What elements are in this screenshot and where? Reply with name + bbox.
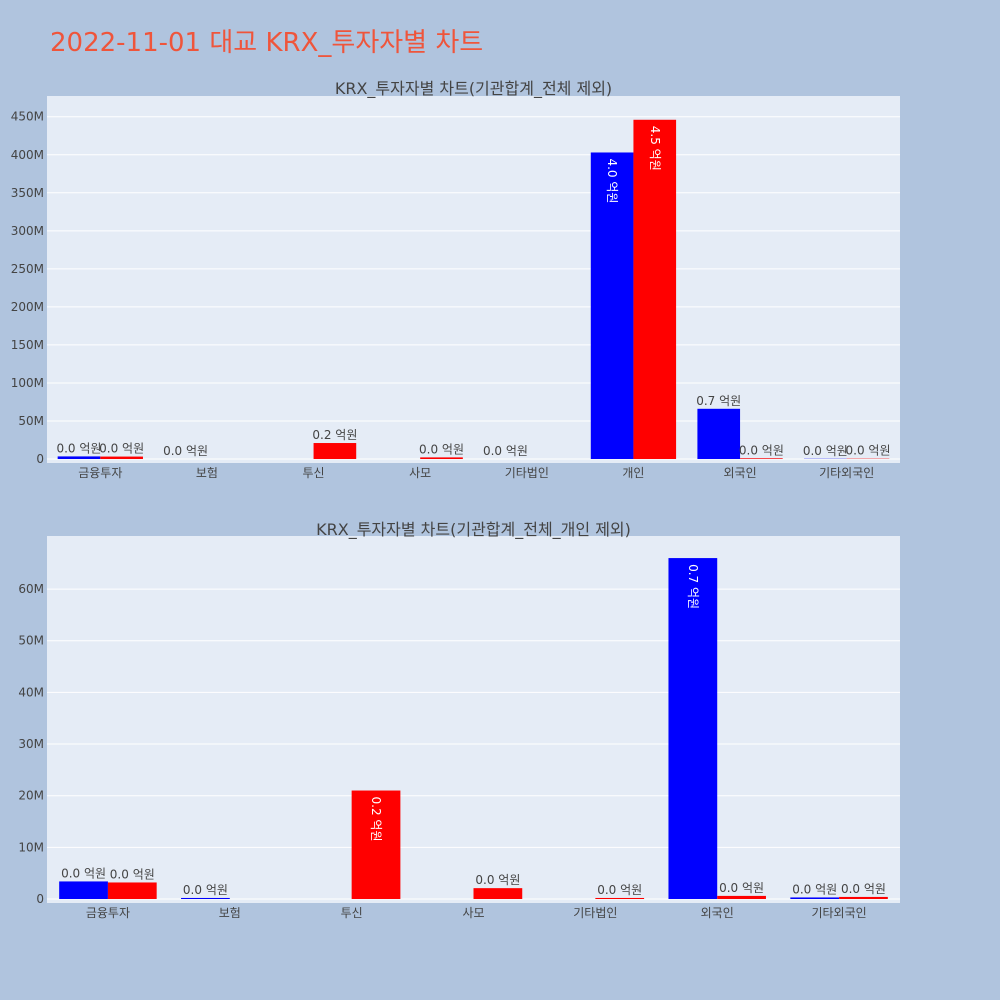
bar xyxy=(100,456,143,459)
chart-title-2: KRX_투자자별 차트(기관합계_전체_개인 제외) xyxy=(316,520,631,540)
y-tick-label: 0 xyxy=(36,892,44,906)
data-label: 0.0 억원 xyxy=(792,882,837,896)
y-tick-label: 50M xyxy=(18,634,44,648)
data-label: 0.0 억원 xyxy=(846,444,891,458)
bar xyxy=(839,896,888,899)
bar xyxy=(668,558,718,899)
y-tick-label: 50M xyxy=(18,414,44,428)
x-tick-label: 외국인 xyxy=(701,906,734,920)
y-tick-label: 100M xyxy=(11,376,44,390)
data-label: 0.2 억원 xyxy=(369,797,383,842)
y-tick-label: 450M xyxy=(11,110,44,124)
y-tick-label: 40M xyxy=(18,685,44,699)
data-label: 0.0 억원 xyxy=(110,867,155,881)
page-title: 2022-11-01 대교 KRX_투자자별 차트 xyxy=(50,28,484,58)
data-label: 0.0 억원 xyxy=(61,866,106,880)
bar xyxy=(633,119,677,459)
bar xyxy=(351,790,401,899)
y-tick-label: 250M xyxy=(11,262,44,276)
x-tick-label: 금융투자 xyxy=(78,466,122,480)
data-label: 0.0 억원 xyxy=(56,441,101,455)
x-tick-label: 기타외국인 xyxy=(811,906,866,920)
x-tick-label: 사모 xyxy=(409,466,431,480)
data-label: 4.0 억원 xyxy=(605,158,619,203)
y-tick-label: 300M xyxy=(11,224,44,238)
x-tick-label: 보험 xyxy=(219,906,241,920)
data-label: 0.0 억원 xyxy=(99,442,144,456)
bar xyxy=(181,897,230,899)
bar xyxy=(590,152,634,459)
plot-area-2 xyxy=(47,536,900,903)
bar xyxy=(697,408,741,459)
bar xyxy=(420,457,463,459)
bar xyxy=(740,458,783,459)
bar xyxy=(59,881,108,899)
y-tick-label: 30M xyxy=(18,737,44,751)
data-label: 0.0 억원 xyxy=(483,444,528,458)
data-label: 0.0 억원 xyxy=(163,444,208,458)
data-label: 0.0 억원 xyxy=(183,883,228,897)
plot-area-1 xyxy=(47,96,900,463)
x-tick-label: 기타법인 xyxy=(505,466,549,480)
x-tick-label: 개인 xyxy=(622,466,644,480)
data-label: 0.7 억원 xyxy=(696,394,741,408)
x-tick-label: 금융투자 xyxy=(86,906,130,920)
data-label: 0.0 억원 xyxy=(803,444,848,458)
x-tick-label: 기타외국인 xyxy=(819,466,874,480)
bar xyxy=(473,888,523,899)
y-tick-label: 60M xyxy=(18,582,44,596)
y-tick-label: 150M xyxy=(11,338,44,352)
data-label: 0.0 억원 xyxy=(739,443,784,457)
x-tick-label: 기타법인 xyxy=(573,906,617,920)
y-tick-label: 350M xyxy=(11,186,44,200)
y-tick-label: 10M xyxy=(18,840,44,854)
x-tick-label: 사모 xyxy=(462,906,484,920)
bar xyxy=(717,895,766,899)
data-label: 0.2 억원 xyxy=(312,428,357,442)
x-tick-label: 외국인 xyxy=(724,466,757,480)
x-tick-label: 투신 xyxy=(341,906,363,920)
chart-title-1: KRX_투자자별 차트(기관합계_전체 제외) xyxy=(335,79,612,99)
bar xyxy=(595,897,645,899)
x-tick-label: 투신 xyxy=(303,466,325,480)
bar xyxy=(107,882,157,899)
data-label: 0.0 억원 xyxy=(419,442,464,456)
bar xyxy=(790,897,840,899)
bar xyxy=(57,456,101,459)
y-tick-label: 20M xyxy=(18,789,44,803)
y-tick-label: 0 xyxy=(36,452,44,466)
y-tick-label: 400M xyxy=(11,148,44,162)
bar xyxy=(313,443,357,459)
data-label: 4.5 억원 xyxy=(648,126,662,171)
x-tick-label: 보험 xyxy=(196,466,218,480)
y-tick-label: 200M xyxy=(11,300,44,314)
data-label: 0.0 억원 xyxy=(719,881,764,895)
data-label: 0.0 억원 xyxy=(841,882,886,896)
data-label: 0.0 억원 xyxy=(597,883,642,897)
data-label: 0.7 억원 xyxy=(686,564,700,609)
data-label: 0.0 억원 xyxy=(475,873,520,887)
